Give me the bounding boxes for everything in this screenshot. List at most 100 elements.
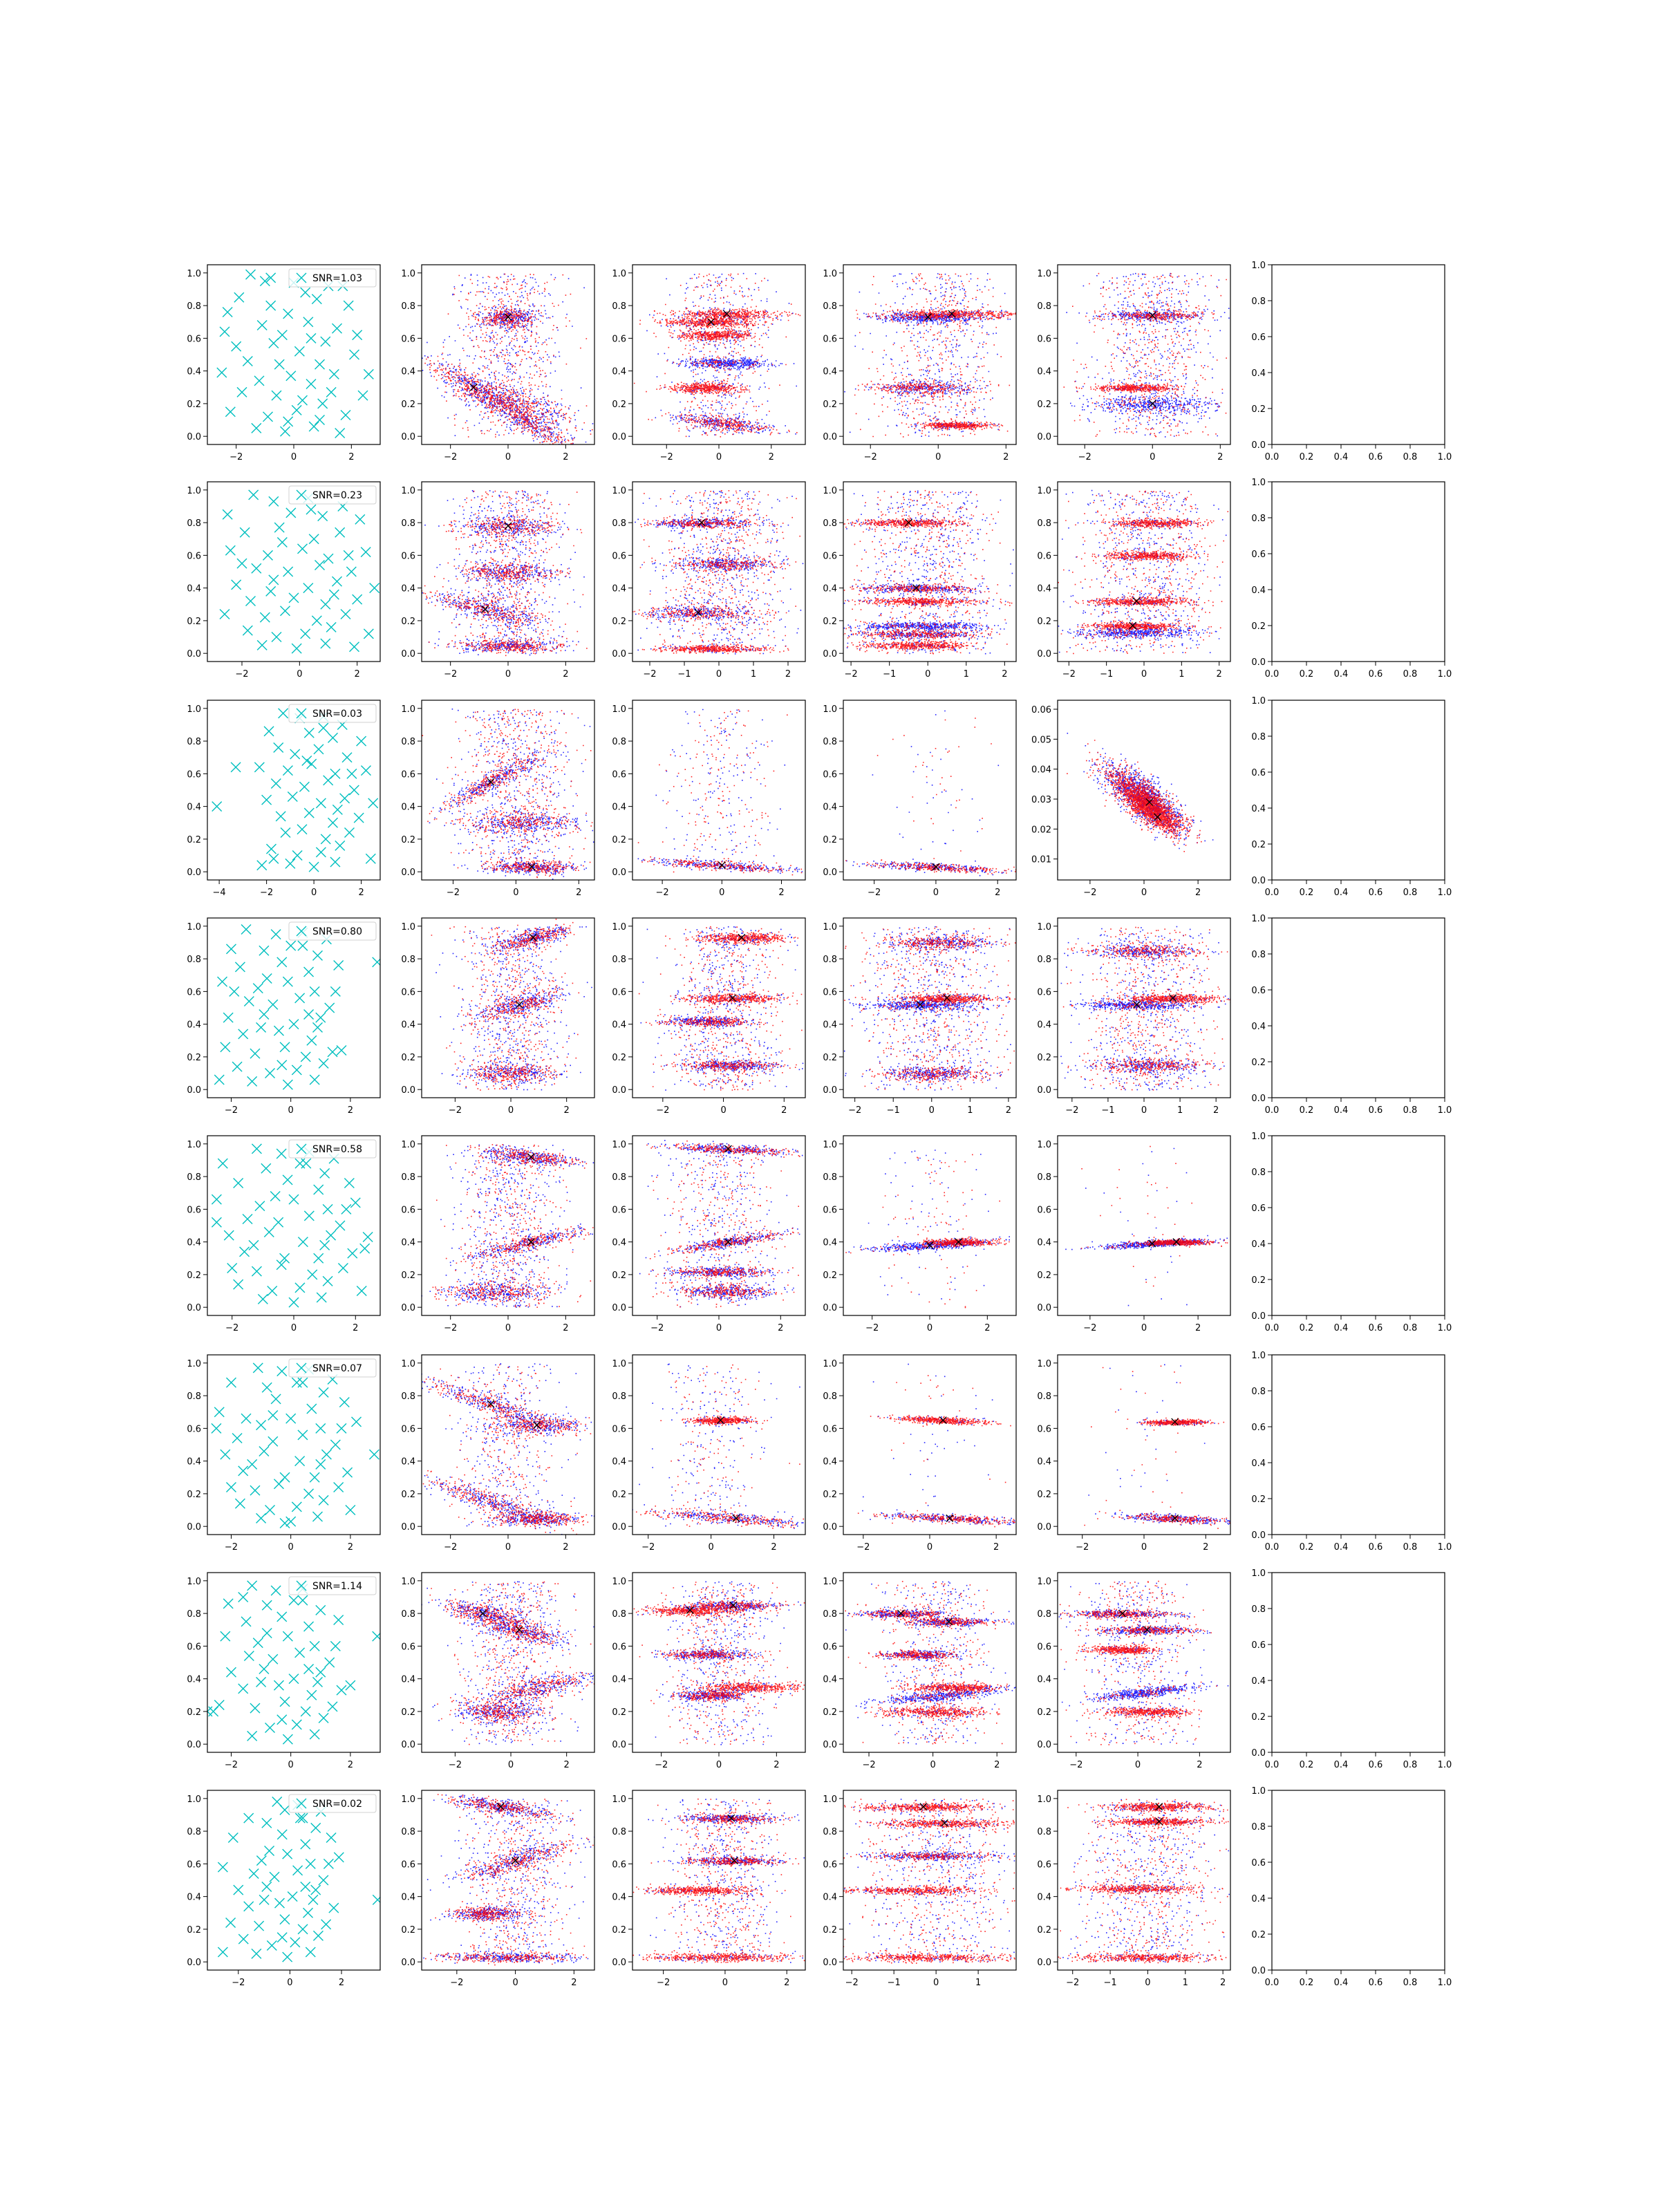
row0-col3-xtick-label-1: 0 bbox=[935, 452, 941, 462]
row0-col0-x-mark-18 bbox=[243, 356, 252, 366]
row1-col0-x-mark-39 bbox=[364, 629, 373, 639]
row1-col3-xtick-label-0: −2 bbox=[845, 669, 858, 679]
row6-col2-ytick-label-4: 0.8 bbox=[612, 1609, 626, 1620]
row1-col2-xtick-label-0: −2 bbox=[643, 669, 656, 679]
row3-col0-axes: −2 0 20.00.20.40.60.81.0 SNR=0.80 bbox=[187, 918, 382, 1116]
row7-col1-ytick-label-4: 0.8 bbox=[401, 1827, 415, 1837]
row2-col5-frame bbox=[1272, 700, 1445, 880]
row4-col4-ytick-label-2: 0.4 bbox=[1037, 1238, 1051, 1248]
row6-col0-x-mark-49 bbox=[304, 1664, 314, 1674]
row1-col5-xtick-label-5: 1.0 bbox=[1438, 669, 1452, 679]
row3-col4-xtick-label-1: −1 bbox=[1101, 1105, 1114, 1116]
row2-col2-xtick-label-0: −2 bbox=[656, 888, 669, 898]
row6-col3-axes: −2 0 20.00.20.40.60.81.0 bbox=[823, 1573, 1048, 1770]
row2-col0-x-mark-17 bbox=[271, 779, 281, 789]
row4-col0-x-mark-41 bbox=[289, 1297, 299, 1307]
row2-col2-xtick-label-2: 2 bbox=[778, 888, 784, 898]
row7-col0-x-mark-13 bbox=[256, 1856, 266, 1866]
row5-col0-x-mark-12 bbox=[241, 1414, 251, 1423]
row6-col0-x-mark-13 bbox=[253, 1638, 263, 1648]
row4-col5-xtick-label-4: 0.8 bbox=[1403, 1323, 1418, 1333]
row1-col0-x-mark-47 bbox=[306, 505, 316, 514]
row7-col4-xtick-label-0: −2 bbox=[1066, 1978, 1079, 1988]
row5-col0-x-mark-46 bbox=[298, 1378, 308, 1387]
row4-col0-x-mark-22 bbox=[264, 1227, 274, 1237]
row0-col2-ytick-label-0: 0.0 bbox=[612, 432, 626, 442]
row5-col0-xtick-label-0: −2 bbox=[225, 1542, 238, 1553]
row7-col0-x-mark-42 bbox=[265, 1846, 274, 1855]
row3-col4-xtick-label-0: −2 bbox=[1065, 1105, 1078, 1116]
row4-col0-x-mark-4 bbox=[218, 1159, 227, 1168]
row0-col5-ytick-label-0: 0.0 bbox=[1251, 440, 1266, 451]
row1-col0-x-mark-18 bbox=[283, 567, 293, 577]
row5-col3-xtick-label-0: −2 bbox=[856, 1542, 870, 1553]
row2-col2-ytick-label-0: 0.0 bbox=[612, 868, 626, 878]
row6-col1-ytick-label-4: 0.8 bbox=[401, 1609, 415, 1620]
row1-col1-center-mark-1 bbox=[505, 523, 512, 529]
row4-col4-xtick-label-1: 0 bbox=[1141, 1323, 1147, 1333]
row4-col0-x-mark-9 bbox=[283, 1175, 292, 1185]
row4-col0-x-mark-34 bbox=[338, 1263, 348, 1273]
row4-col1-ytick-label-4: 0.8 bbox=[401, 1172, 415, 1183]
row3-col0-x-mark-28 bbox=[337, 1045, 346, 1055]
row0-col0-x-mark-20 bbox=[217, 368, 227, 377]
row6-col0-x-mark-32 bbox=[280, 1697, 290, 1707]
row7-col5-ytick-label-2: 0.4 bbox=[1251, 1894, 1266, 1904]
row6-col3-ytick-label-4: 0.8 bbox=[823, 1609, 837, 1620]
row3-col1-xtick-label-1: 0 bbox=[508, 1105, 514, 1116]
row5-col5-xtick-label-0: 0.0 bbox=[1265, 1542, 1280, 1553]
row1-col5-frame bbox=[1272, 482, 1445, 662]
row5-col3-ytick-label-1: 0.2 bbox=[823, 1490, 837, 1500]
row1-col0-x-mark-14 bbox=[298, 544, 308, 554]
row1-col4-xtick-label-1: −1 bbox=[1100, 669, 1113, 679]
row7-col1-ytick-label-1: 0.2 bbox=[401, 1925, 415, 1936]
row2-col5-axes: 0.0 0.2 0.4 0.6 0.8 1.00.00.20.40.60.81.0 bbox=[1251, 696, 1452, 898]
row3-col5-axes: 0.0 0.2 0.4 0.6 0.8 1.00.00.20.40.60.81.0 bbox=[1251, 914, 1452, 1116]
row6-col0-x-mark-45 bbox=[298, 1595, 308, 1605]
row1-col0-x-mark-6 bbox=[318, 512, 328, 521]
row6-col0-x-mark-20 bbox=[325, 1658, 335, 1667]
row0-col0-x-mark-5 bbox=[223, 308, 232, 317]
row6-col5-ytick-label-4: 0.8 bbox=[1251, 1604, 1266, 1615]
row5-col4-ytick-label-2: 0.4 bbox=[1037, 1457, 1051, 1468]
row2-col4-series-red-points bbox=[1067, 740, 1202, 852]
row6-col3-frame bbox=[843, 1573, 1016, 1752]
row5-col1-xtick-label-0: −2 bbox=[444, 1542, 457, 1553]
row2-col1-xtick-label-0: −2 bbox=[447, 888, 460, 898]
row7-col1-ytick-label-0: 0.0 bbox=[401, 1958, 415, 1968]
row5-col0-x-mark-31 bbox=[250, 1485, 260, 1495]
row0-col1-ytick-label-3: 0.6 bbox=[401, 334, 415, 344]
row6-col0-x-mark-1 bbox=[271, 1586, 281, 1595]
row1-col0-xtick-label-2: 2 bbox=[355, 669, 360, 679]
row6-col0-x-mark-15 bbox=[310, 1641, 319, 1651]
row4-col3-ytick-label-2: 0.4 bbox=[823, 1238, 837, 1248]
row4-col0-x-mark-40 bbox=[258, 1294, 268, 1304]
row4-col5-ytick-label-3: 0.6 bbox=[1251, 1203, 1266, 1214]
row0-col0-x-mark-10 bbox=[277, 330, 287, 340]
row1-col0-x-mark-15 bbox=[324, 554, 333, 563]
row2-col0-x-mark-35 bbox=[266, 844, 276, 854]
row4-col4-axes: −2 0 20.00.20.40.60.81.0 bbox=[1037, 1136, 1242, 1333]
row7-col0-x-mark-31 bbox=[254, 1921, 264, 1931]
row6-col5-xtick-label-2: 0.4 bbox=[1334, 1760, 1349, 1770]
row1-col0-x-mark-25 bbox=[370, 583, 379, 593]
row3-col1-axes: −2 0 20.00.20.40.60.81.0 bbox=[401, 918, 594, 1116]
row1-col0-x-mark-17 bbox=[252, 563, 261, 573]
row2-col1-ytick-label-0: 0.0 bbox=[401, 868, 415, 878]
row7-col0-x-mark-26 bbox=[244, 1902, 254, 1911]
row5-col4-ytick-label-5: 1.0 bbox=[1037, 1359, 1051, 1369]
row5-col2-xtick-label-2: 2 bbox=[771, 1542, 776, 1553]
row5-col0-x-mark-0 bbox=[253, 1363, 263, 1373]
row6-col3-ytick-label-1: 0.2 bbox=[823, 1707, 837, 1718]
row3-col5-ytick-label-5: 1.0 bbox=[1251, 914, 1266, 924]
row3-col3-axes: −2 −1 0 1 20.00.20.40.60.81.0 bbox=[823, 918, 1040, 1116]
row2-col3-ytick-label-3: 0.6 bbox=[823, 769, 837, 780]
row4-col4-ytick-label-0: 0.0 bbox=[1037, 1303, 1051, 1313]
row0-col0-x-mark-8 bbox=[344, 301, 353, 310]
row0-col2-points bbox=[634, 273, 800, 438]
row4-col3-xtick-label-0: −2 bbox=[865, 1323, 879, 1333]
row1-col0-x-mark-26 bbox=[246, 597, 256, 606]
row6-col0-x-mark-28 bbox=[307, 1690, 317, 1700]
row5-col0-x-mark-49 bbox=[280, 1518, 290, 1528]
